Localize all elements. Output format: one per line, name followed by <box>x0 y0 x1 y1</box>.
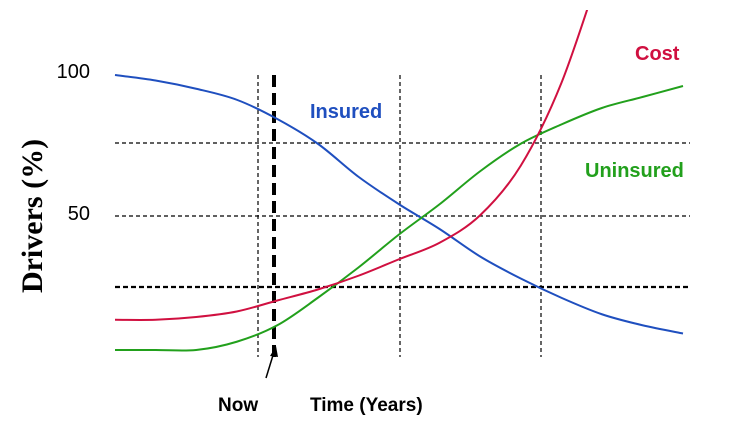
series-line-uninsured <box>115 85 684 352</box>
y-tick-label-100: 100 <box>57 61 90 83</box>
series-line-cost <box>114 10 589 321</box>
now-arrow-head <box>270 346 278 357</box>
series-line-insured <box>114 74 684 335</box>
x-axis-label: Time (Years) <box>310 395 423 416</box>
series-label-insured: Insured <box>310 101 382 123</box>
series-label-uninsured: Uninsured <box>585 160 684 182</box>
y-tick-label-50: 50 <box>68 203 90 225</box>
grid-lines <box>115 75 690 357</box>
y-axis-label: Drivers (%) <box>16 139 49 293</box>
now-label: Now <box>218 395 258 416</box>
series-label-cost: Cost <box>635 43 680 65</box>
now-arrow <box>265 351 275 379</box>
series-lines <box>114 10 684 352</box>
